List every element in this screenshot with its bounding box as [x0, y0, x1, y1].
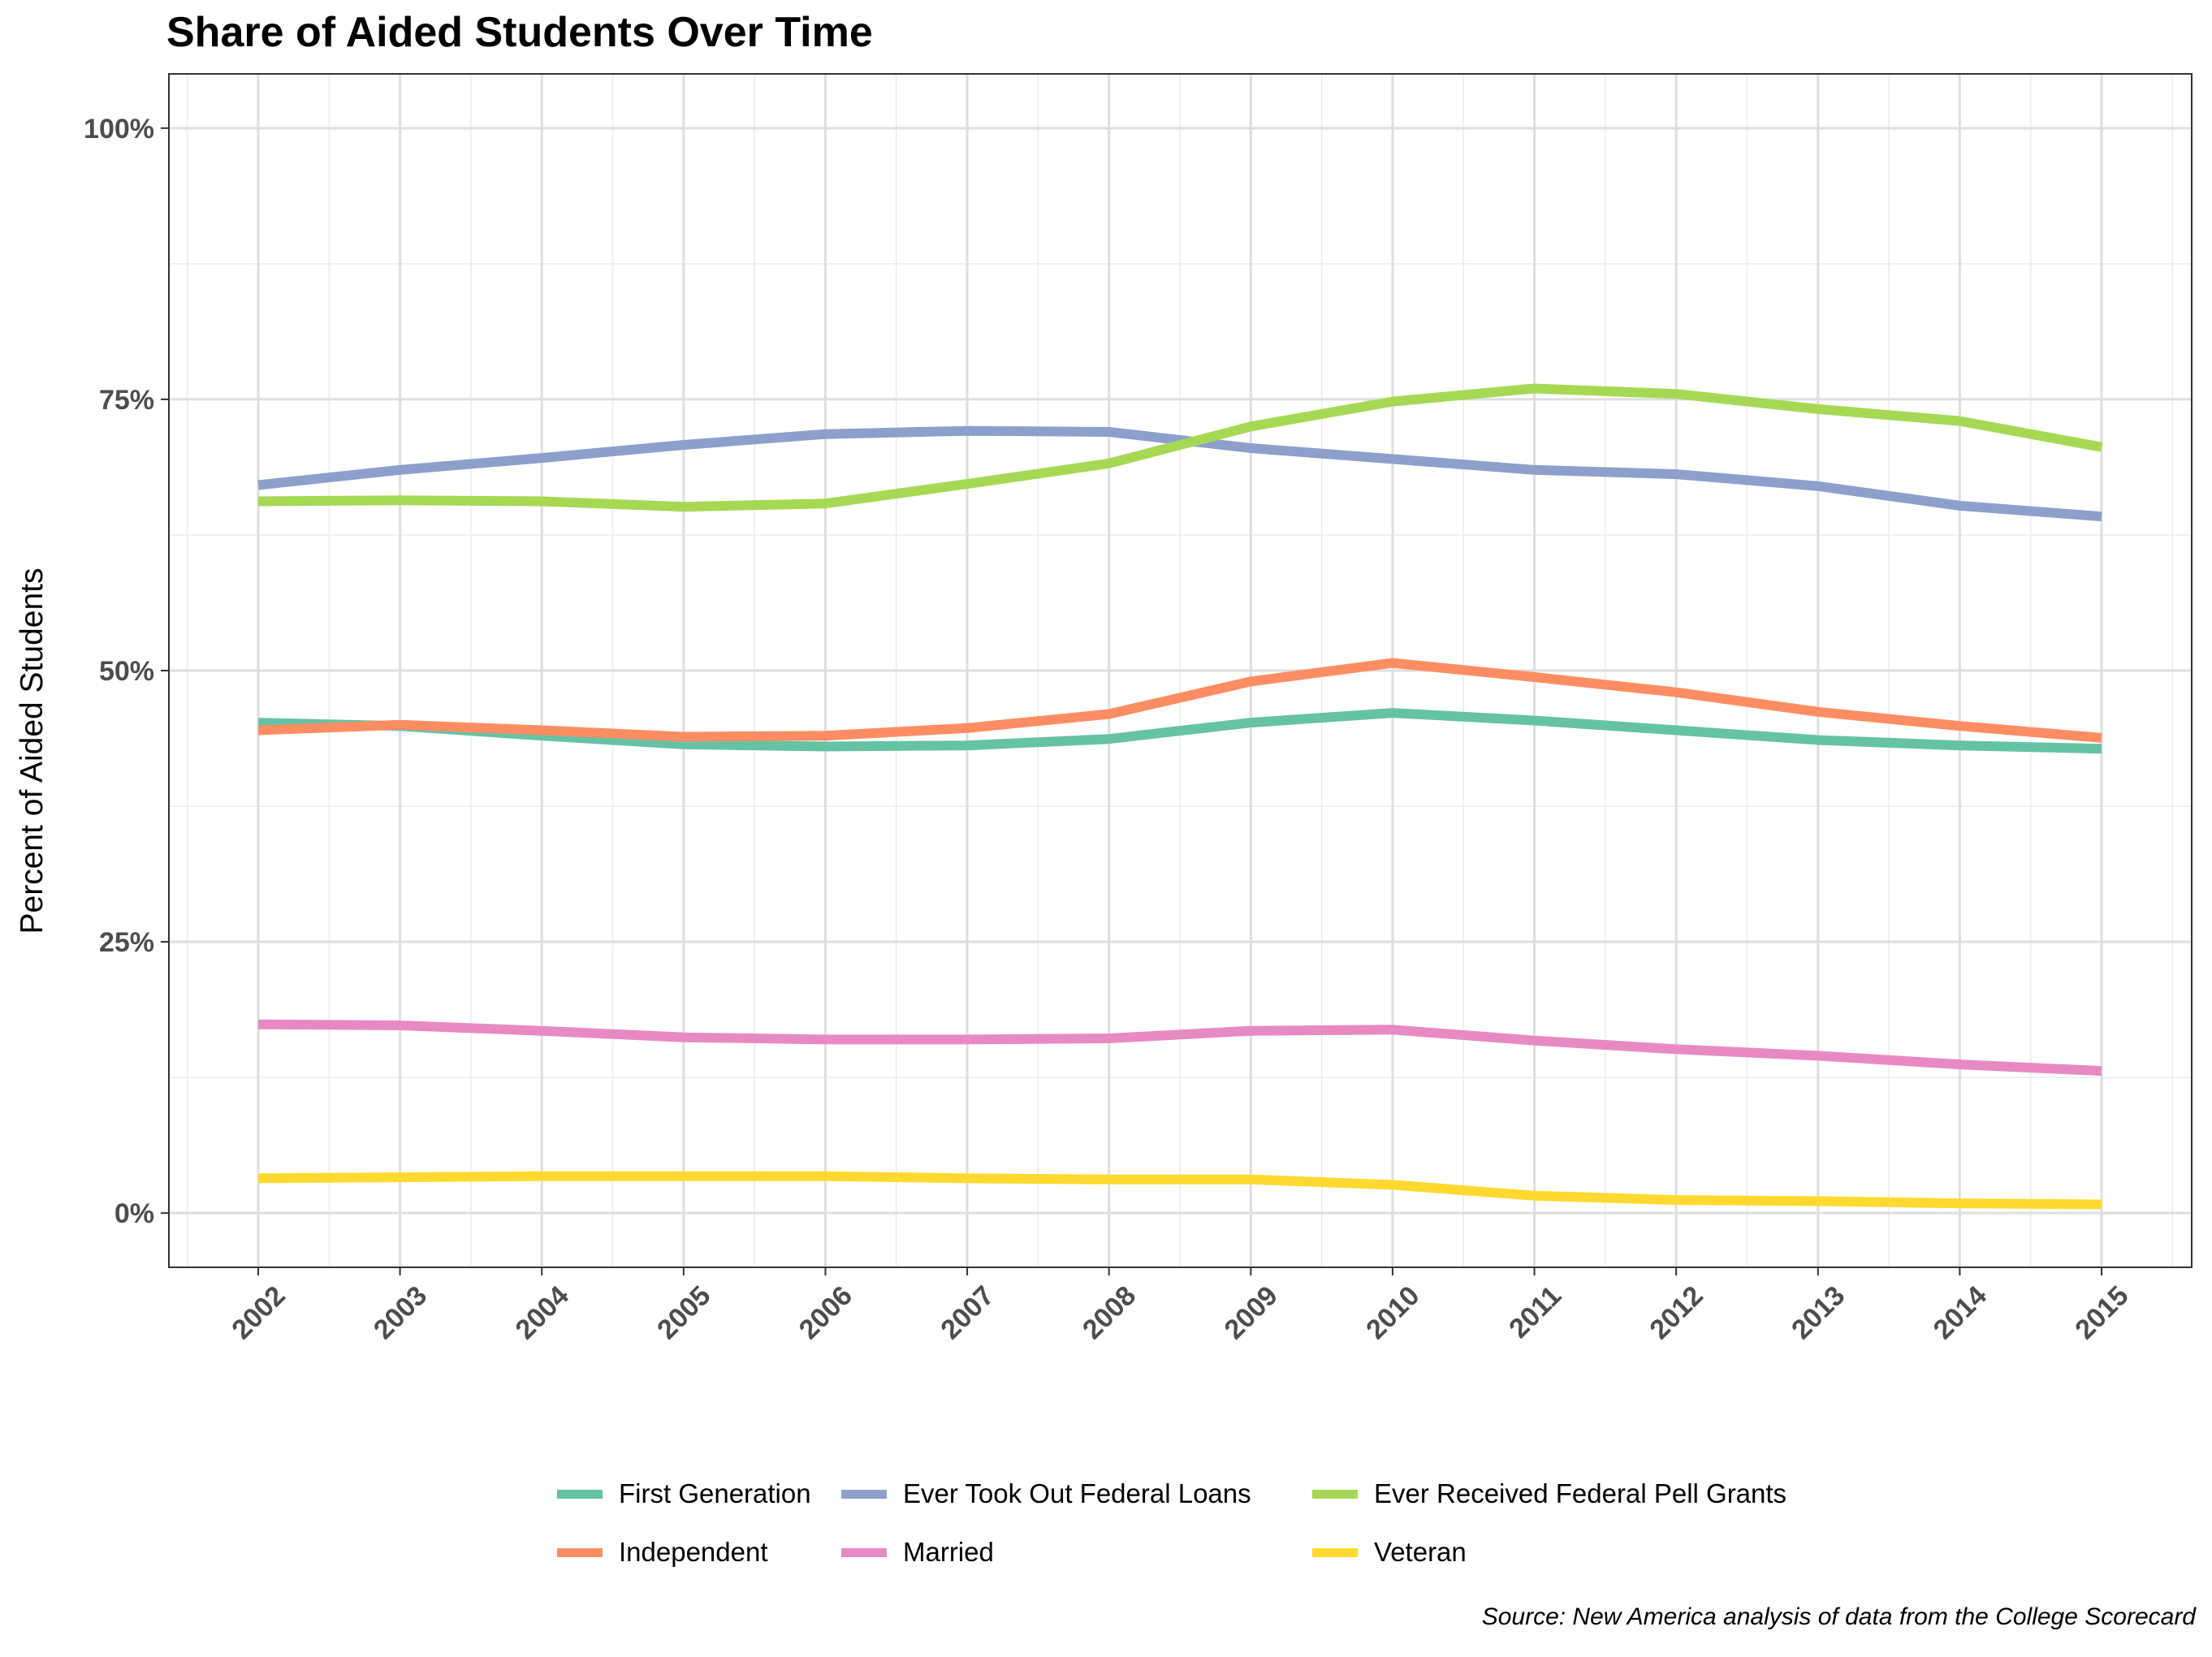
x-tick-label: 2014 — [1928, 1280, 1993, 1345]
x-tick-label: 2010 — [1360, 1280, 1425, 1345]
y-tick-label: 75% — [99, 385, 154, 416]
legend-item: First Generation — [557, 1478, 811, 1510]
series-line-independent — [257, 658, 2102, 743]
x-tick-label: 2006 — [793, 1280, 858, 1345]
legend-item: Married — [841, 1536, 994, 1569]
x-tick-label: 2013 — [1786, 1280, 1851, 1345]
legend-item: Veteran — [1312, 1536, 1467, 1569]
x-tick-label: 2004 — [510, 1280, 575, 1345]
legend-item: Independent — [557, 1536, 768, 1569]
x-axis: 2002 2003 2004 2005 2006 2007 2008 2009 2010 2011… — [226, 1267, 2135, 1345]
legend-key-swatch — [841, 1547, 887, 1557]
legend-key-swatch — [1312, 1489, 1358, 1499]
series-lines — [257, 383, 2103, 1210]
series-line-married — [257, 1019, 2102, 1077]
y-axis-label: Percent of Aided Students — [15, 568, 50, 934]
series-line-first-generation — [257, 708, 2102, 754]
legend-label: Ever Received Federal Pell Grants — [1374, 1478, 1787, 1508]
y-axis: 0% 25% 50% 75% 100% — [84, 114, 169, 1229]
legend-key-swatch — [557, 1489, 603, 1499]
y-tick-label: 0% — [114, 1198, 154, 1229]
legend-key-swatch — [841, 1489, 887, 1499]
x-tick-label: 2008 — [1077, 1280, 1142, 1345]
series-line-veteran — [257, 1171, 2102, 1210]
legend-label: Married — [903, 1537, 994, 1567]
series-line-ever-received-federal-pell-grants — [257, 383, 2103, 512]
legend-label: Independent — [619, 1537, 768, 1567]
y-tick-label: 50% — [99, 656, 154, 687]
x-tick-label: 2015 — [2069, 1280, 2134, 1345]
legend-label: First Generation — [619, 1478, 811, 1508]
legend-label: Veteran — [1374, 1537, 1467, 1567]
legend-item: Ever Took Out Federal Loans — [841, 1478, 1251, 1510]
x-tick-label: 2003 — [368, 1280, 433, 1345]
legend-key-swatch — [1312, 1547, 1358, 1557]
y-tick-label: 100% — [84, 114, 154, 145]
x-tick-label: 2005 — [651, 1280, 716, 1345]
chart-title: Share of Aided Students Over Time — [166, 9, 873, 56]
x-tick-label: 2009 — [1219, 1280, 1284, 1345]
x-tick-label: 2002 — [226, 1280, 291, 1345]
source-note: Source: New America analysis of data fro… — [1481, 1603, 2196, 1630]
major-gridlines — [169, 74, 2192, 1267]
legend-item: Ever Received Federal Pell Grants — [1312, 1478, 1786, 1510]
x-tick-label: 2012 — [1644, 1280, 1709, 1345]
x-tick-label: 2011 — [1503, 1280, 1567, 1344]
legend-key-swatch — [557, 1547, 603, 1557]
legend-label: Ever Took Out Federal Loans — [903, 1478, 1251, 1508]
x-tick-label: 2007 — [935, 1280, 1000, 1345]
y-tick-label: 25% — [99, 927, 154, 958]
